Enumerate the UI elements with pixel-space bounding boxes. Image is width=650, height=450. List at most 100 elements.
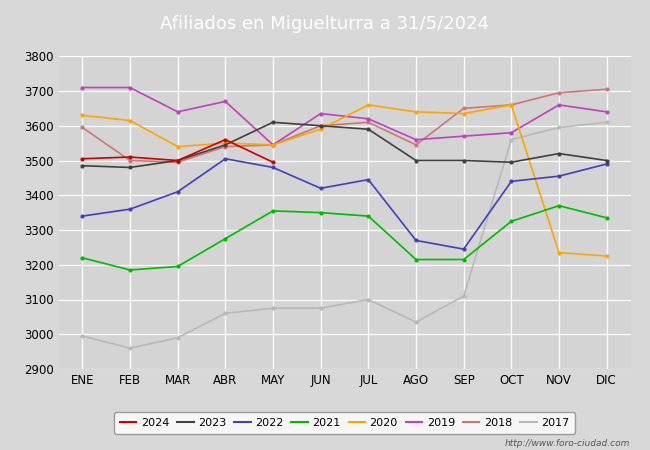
2023 [508, 160, 515, 165]
2023 [174, 158, 181, 163]
2022 [269, 165, 277, 170]
2018 [412, 142, 420, 148]
2019 [174, 109, 181, 115]
2017 [269, 306, 277, 311]
2021 [126, 267, 134, 273]
2022 [126, 207, 134, 212]
2021 [365, 213, 372, 219]
2020 [174, 144, 181, 149]
2021 [603, 215, 610, 220]
2021 [174, 264, 181, 269]
2018 [365, 120, 372, 125]
2017 [508, 137, 515, 142]
2017 [365, 297, 372, 302]
2024 [126, 154, 134, 160]
2018 [269, 142, 277, 148]
Line: 2022: 2022 [81, 158, 608, 251]
2017 [126, 346, 134, 351]
2020 [460, 111, 467, 116]
2020 [317, 126, 324, 132]
2023 [555, 151, 563, 156]
2023 [317, 123, 324, 128]
2023 [460, 158, 467, 163]
2023 [222, 142, 229, 148]
2018 [460, 106, 467, 111]
2021 [460, 257, 467, 262]
2022 [317, 185, 324, 191]
2019 [126, 85, 134, 90]
2021 [79, 255, 86, 261]
2020 [412, 109, 420, 115]
2023 [365, 126, 372, 132]
Text: http://www.foro-ciudad.com: http://www.foro-ciudad.com [505, 439, 630, 448]
2019 [79, 85, 86, 90]
2023 [79, 163, 86, 168]
2024 [222, 137, 229, 142]
2021 [269, 208, 277, 214]
2022 [174, 189, 181, 194]
2018 [508, 102, 515, 108]
2019 [222, 99, 229, 104]
2023 [412, 158, 420, 163]
2020 [365, 102, 372, 108]
2019 [269, 142, 277, 148]
2020 [269, 142, 277, 148]
2022 [79, 213, 86, 219]
2017 [79, 333, 86, 339]
2017 [174, 335, 181, 341]
2017 [555, 125, 563, 130]
2024 [269, 160, 277, 165]
2021 [222, 236, 229, 241]
2024 [79, 156, 86, 162]
2022 [603, 161, 610, 166]
2022 [508, 179, 515, 184]
2021 [555, 203, 563, 208]
2019 [412, 137, 420, 142]
2023 [603, 158, 610, 163]
2020 [126, 118, 134, 123]
2020 [603, 253, 610, 259]
2017 [222, 310, 229, 316]
2023 [126, 165, 134, 170]
2018 [79, 125, 86, 130]
2021 [317, 210, 324, 216]
2023 [269, 120, 277, 125]
2018 [174, 160, 181, 165]
2017 [317, 306, 324, 311]
Line: 2023: 2023 [81, 121, 608, 169]
2017 [412, 320, 420, 325]
2019 [508, 130, 515, 135]
2019 [603, 109, 610, 115]
2022 [412, 238, 420, 243]
2024 [174, 158, 181, 163]
2022 [555, 173, 563, 179]
2021 [508, 219, 515, 224]
Text: Afiliados en Miguelturra a 31/5/2024: Afiliados en Miguelturra a 31/5/2024 [161, 14, 489, 33]
Line: 2019: 2019 [81, 86, 608, 146]
2017 [460, 293, 467, 299]
2022 [222, 156, 229, 162]
Line: 2021: 2021 [81, 204, 608, 271]
2021 [412, 257, 420, 262]
Line: 2024: 2024 [81, 138, 274, 164]
Line: 2017: 2017 [81, 121, 608, 350]
2019 [317, 111, 324, 116]
2018 [126, 158, 134, 163]
2018 [317, 123, 324, 128]
2020 [508, 102, 515, 108]
2018 [222, 144, 229, 149]
2018 [555, 90, 563, 95]
2022 [460, 247, 467, 252]
2018 [603, 86, 610, 92]
2020 [555, 250, 563, 255]
2020 [79, 112, 86, 118]
2019 [365, 116, 372, 122]
2017 [603, 120, 610, 125]
2020 [222, 140, 229, 146]
Line: 2020: 2020 [81, 104, 608, 257]
2019 [555, 102, 563, 108]
2022 [365, 177, 372, 182]
2019 [460, 134, 467, 139]
Line: 2018: 2018 [81, 88, 608, 164]
Legend: 2024, 2023, 2022, 2021, 2020, 2019, 2018, 2017: 2024, 2023, 2022, 2021, 2020, 2019, 2018… [114, 413, 575, 433]
